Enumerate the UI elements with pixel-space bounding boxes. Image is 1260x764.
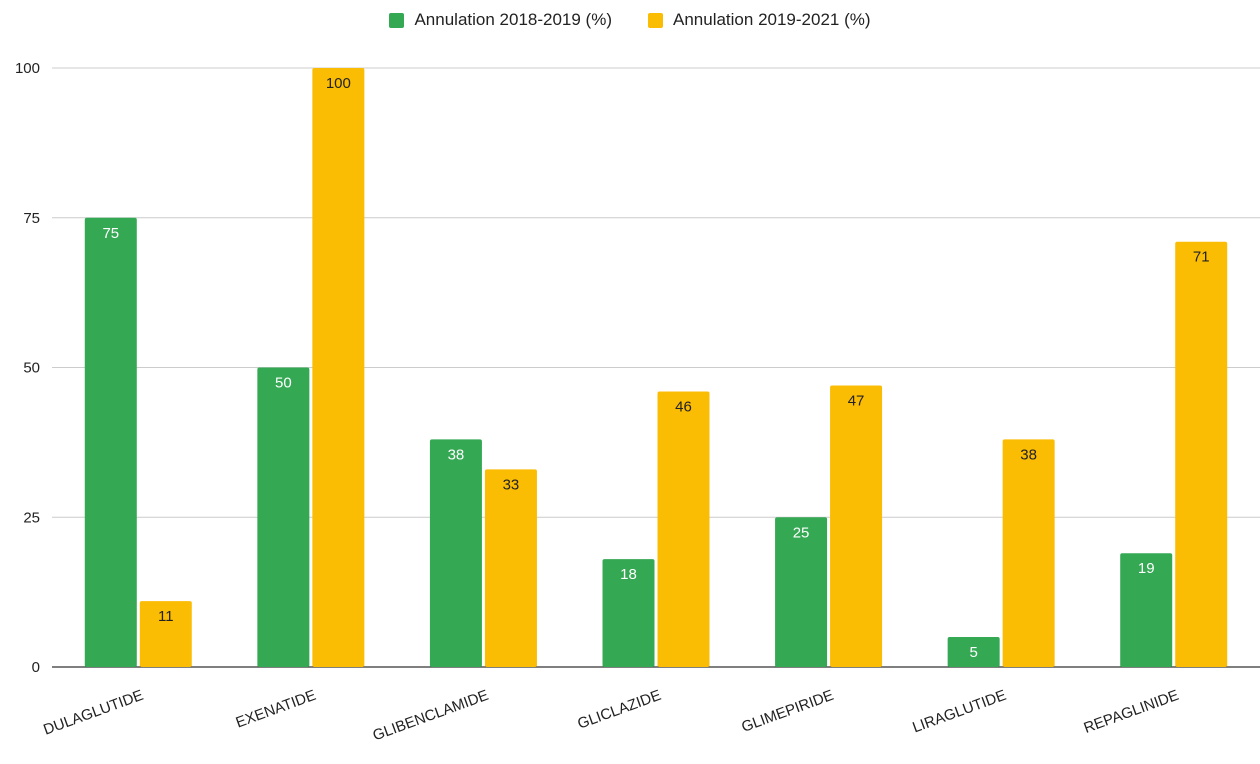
bar-value-label: 18 — [620, 566, 637, 583]
chart-legend: Annulation 2018-2019 (%) Annulation 2019… — [0, 10, 1260, 30]
x-category-label: LIRAGLUTIDE — [910, 687, 1008, 737]
y-tick-label: 25 — [23, 509, 40, 526]
bar-value-label: 100 — [326, 75, 351, 92]
bar-value-label: 11 — [158, 608, 174, 625]
bar-series-2[interactable] — [830, 385, 883, 667]
legend-swatch-series-2 — [648, 12, 663, 28]
legend-swatch-series-1 — [389, 12, 405, 28]
bar-series-1[interactable] — [429, 439, 482, 667]
legend-item-series-1[interactable]: Annulation 2018-2019 (%) — [389, 10, 612, 30]
bar-value-label: 38 — [1020, 446, 1037, 463]
bar-value-label: 75 — [102, 225, 119, 242]
bar-series-1[interactable] — [1120, 553, 1173, 667]
bar-series-1[interactable] — [775, 517, 828, 667]
bar-series-2[interactable] — [312, 68, 365, 667]
bar-value-label: 25 — [793, 524, 810, 541]
bar-value-label: 33 — [503, 476, 520, 493]
bar-series-2[interactable] — [657, 391, 710, 667]
y-tick-label: 50 — [23, 360, 40, 377]
x-category-label: GLIMEPIRIDE — [739, 687, 836, 736]
bar-value-label: 50 — [275, 375, 292, 392]
bar-value-label: 38 — [448, 446, 465, 463]
x-category-label: REPAGLINIDE — [1082, 687, 1182, 737]
gridlines — [52, 67, 1260, 668]
bar-value-label: 5 — [969, 644, 977, 661]
y-axis: 0 25 50 75 100 — [15, 60, 40, 676]
bar-series-1[interactable] — [84, 217, 137, 667]
x-category-label: DULAGLUTIDE — [41, 687, 146, 739]
legend-label-series-2: Annulation 2019-2021 (%) — [673, 10, 871, 29]
y-tick-label: 75 — [23, 210, 40, 227]
bar-series-1[interactable] — [602, 559, 655, 667]
y-tick-label: 100 — [15, 60, 40, 77]
bar-value-label: 71 — [1193, 249, 1210, 266]
x-category-label: GLIBENCLAMIDE — [371, 687, 491, 745]
bar-value-label: 47 — [848, 392, 865, 409]
x-category-label: EXENATIDE — [234, 687, 319, 732]
bar-series-2[interactable] — [484, 469, 537, 667]
x-axis: DULAGLUTIDE EXENATIDE GLIBENCLAMIDE GLICLAZ… — [41, 687, 1181, 745]
bar-series-2[interactable] — [1175, 241, 1228, 667]
x-category-label: GLICLAZIDE — [575, 687, 663, 733]
bar-series-1[interactable] — [257, 367, 310, 668]
legend-item-series-2[interactable]: Annulation 2019-2021 (%) — [648, 10, 871, 30]
legend-label-series-1: Annulation 2018-2019 (%) — [414, 10, 612, 29]
bar-value-label: 19 — [1138, 560, 1155, 577]
y-tick-label: 0 — [32, 659, 40, 676]
bar-value-label: 46 — [675, 398, 692, 415]
bar-series-2[interactable] — [1002, 439, 1055, 667]
bar-series-2[interactable] — [139, 601, 192, 667]
bar-series-1[interactable] — [947, 637, 1000, 667]
bars: 75 11 50 100 38 33 18 46 25 47 5 38 19 71 — [84, 68, 1228, 668]
